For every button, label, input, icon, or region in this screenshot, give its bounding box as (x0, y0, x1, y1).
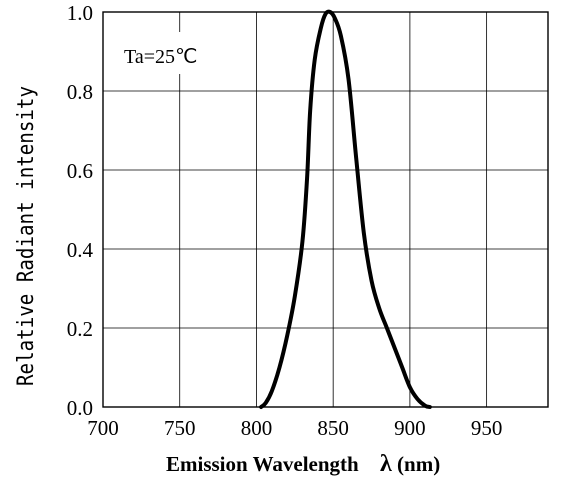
y-tick-label: 0.4 (67, 238, 94, 262)
y-tick-label: 1.0 (67, 1, 93, 25)
emission-curve (259, 9, 432, 409)
y-tick-label: 0.2 (67, 317, 93, 341)
temperature-annotation: Ta=25℃ (124, 46, 197, 68)
curve-layer (259, 9, 432, 409)
plot-frame (102, 11, 549, 408)
y-axis-label: Relative Radiant intensity (14, 86, 39, 386)
y-tick-labels: 0.0 0.2 0.4 0.6 0.8 1.0 (67, 1, 94, 420)
x-tick-label: 850 (317, 416, 349, 440)
x-tick-label: 950 (471, 416, 503, 440)
x-axis-label-text: Emission Wavelength (166, 452, 359, 476)
lambda-symbol: λ (380, 451, 392, 477)
x-tick-label: 800 (241, 416, 273, 440)
grid-lines (103, 12, 548, 407)
y-tick-label: 0.0 (67, 396, 93, 420)
x-tick-label: 900 (394, 416, 426, 440)
x-tick-label: 750 (164, 416, 196, 440)
annotation-background (110, 32, 218, 74)
x-axis-unit: (nm) (397, 452, 440, 476)
y-tick-label: 0.8 (67, 80, 93, 104)
x-tick-labels: 700 750 800 850 900 950 (87, 416, 502, 440)
y-tick-label: 0.6 (67, 159, 93, 183)
x-axis-label: Emission Wavelength λ (nm) (166, 451, 440, 477)
x-tick-label: 700 (87, 416, 119, 440)
